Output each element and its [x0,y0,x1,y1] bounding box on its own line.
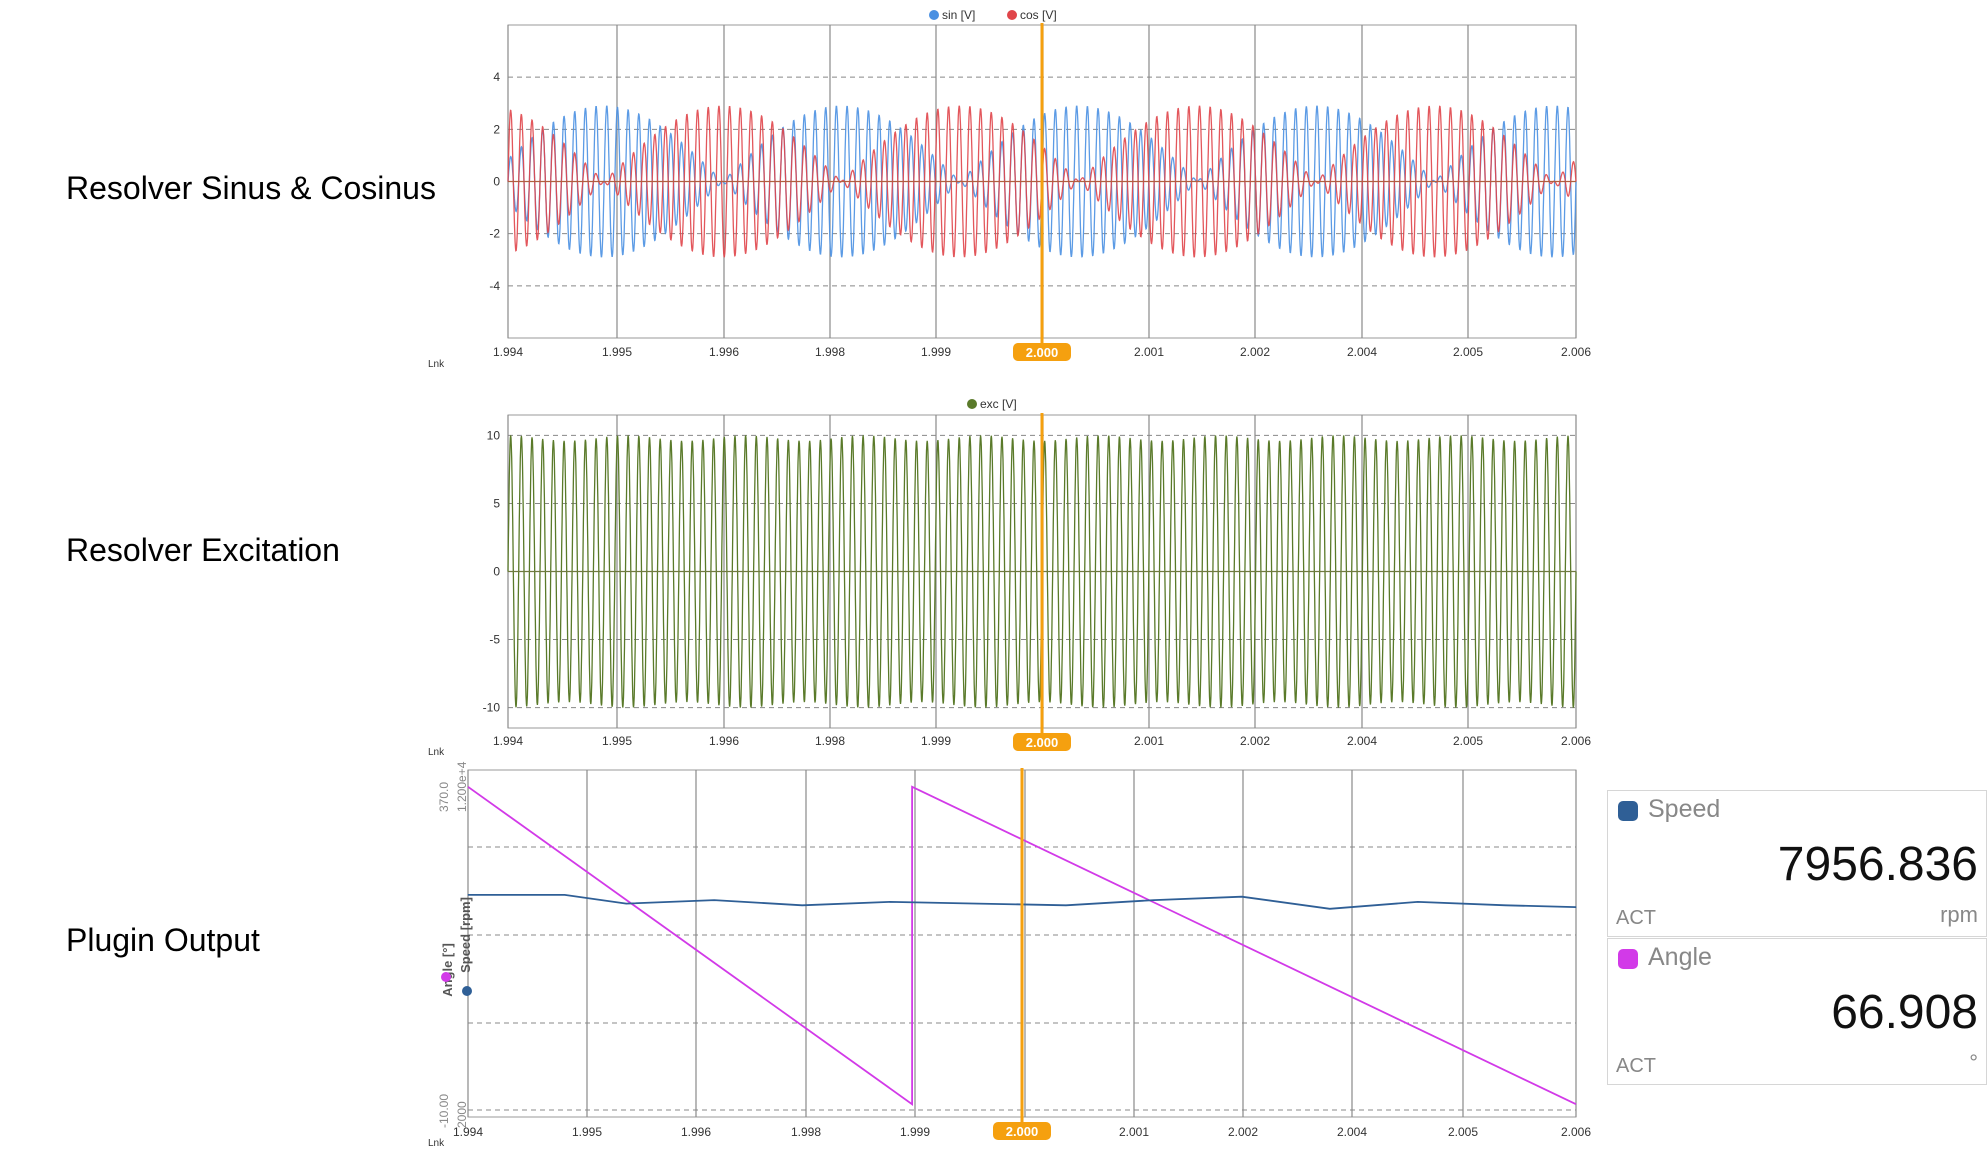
y-tick-label: 10 [487,428,501,442]
angle-axis-top: 370.0 [437,782,451,812]
cursor-badge [993,1122,1051,1140]
x-tick-label: 2.002 [1228,1125,1258,1139]
speed-dot-icon [1618,801,1638,821]
x-tick-label: 2.006 [1561,1125,1591,1139]
y-tick-label: 0 [493,565,500,579]
speed-point [625,903,627,905]
speed-point [467,894,469,896]
angle-card-unit: ° [1969,1050,1978,1075]
speed-axis-dot-icon [462,986,472,996]
y-tick-label: 0 [493,175,500,189]
x-tick-label: 1.998 [815,734,845,748]
cursor-badge [1013,733,1071,751]
x-tick-label: 1.996 [709,734,739,748]
x-tick-label: 2.001 [1119,1125,1149,1139]
speed-point [1417,901,1419,903]
speed-point [1241,896,1243,898]
legend-dot-cos [1007,10,1017,20]
legend-dot-exc [967,399,977,409]
x-tick-label: 1.996 [681,1125,711,1139]
angle-axis-bottom: -10.00 [437,1094,451,1128]
speed-point [713,899,715,901]
y-tick-label: -5 [489,633,500,647]
speed-point [1575,906,1577,908]
x-tick-label: 1.994 [493,734,523,748]
speed-axis-bottom: 2000 [455,1101,469,1128]
row-label-plugin-output: Plugin Output [66,922,260,958]
angle-dot-icon [1618,949,1638,969]
x-tick-label: 2.004 [1347,345,1377,359]
y-tick-label: 2 [493,122,500,136]
legend-dot-sin [929,10,939,20]
y-tick-label: -4 [489,279,500,293]
lnk-label: Lnk [428,747,445,758]
speed-point [1153,899,1155,901]
speed-point [889,901,891,903]
cursor-badge [1013,343,1071,361]
speed-point [1065,904,1067,906]
x-tick-label: 2.004 [1337,1125,1367,1139]
x-tick-label: 1.999 [921,734,951,748]
x-tick-label: 2.006 [1561,734,1591,748]
cursor-label: 2.000 [1006,1124,1039,1139]
speed-point [564,894,566,896]
x-tick-label: 1.999 [921,345,951,359]
x-tick-label: 1.995 [602,345,632,359]
x-tick-label: 2.001 [1134,734,1164,748]
x-tick-label: 1.994 [493,345,523,359]
row-label-excitation: Resolver Excitation [66,532,340,568]
row-label-sincos: Resolver Sinus & Cosinus [66,170,436,206]
x-tick-label: 2.001 [1134,345,1164,359]
x-tick-label: 2.005 [1453,734,1483,748]
x-tick-label: 1.995 [572,1125,602,1139]
legend-sin: sin [V] [942,8,975,22]
angle-card-name: Angle [1648,943,1712,971]
y-tick-label: 4 [493,70,500,84]
speed-point [977,903,979,905]
x-tick-label: 2.002 [1240,734,1270,748]
lnk-label: Lnk [428,359,445,370]
y-tick-label: 5 [493,496,500,510]
legend-cos: cos [V] [1020,8,1057,22]
speed-point [1329,908,1331,910]
speed-card-name: Speed [1648,795,1721,823]
speed-card[interactable]: Speed 7956.836 ACT rpm [1607,790,1987,937]
angle-axis-dot-icon [441,972,451,982]
lnk-label: Lnk [428,1138,445,1149]
speed-point [1505,904,1507,906]
speed-card-act: ACT [1616,907,1656,929]
x-tick-label: 1.996 [709,345,739,359]
y-tick-label: -10 [483,701,501,715]
y-tick-label: -2 [489,227,500,241]
x-tick-label: 1.995 [602,734,632,748]
speed-point [801,904,803,906]
angle-axis-title: Angle [°] [440,943,455,997]
x-tick-label: 2.005 [1453,345,1483,359]
x-tick-label: 2.004 [1347,734,1377,748]
speed-card-value: 7956.836 [1777,838,1978,891]
x-tick-label: 1.998 [791,1125,821,1139]
legend-exc: exc [V] [980,397,1017,411]
speed-axis-top: 1.200e+4 [455,761,469,812]
x-tick-label: 1.999 [900,1125,930,1139]
speed-card-unit: rpm [1940,902,1978,927]
x-tick-label: 1.998 [815,345,845,359]
x-tick-label: 2.005 [1448,1125,1478,1139]
series-angle [467,785,1577,1106]
speed-axis-title: Speed [rpm] [458,897,473,973]
cursor-label: 2.000 [1026,345,1059,360]
x-tick-label: 2.006 [1561,345,1591,359]
angle-card[interactable]: Angle 66.908 ACT ° [1607,938,1987,1085]
x-tick-label: 2.002 [1240,345,1270,359]
angle-card-act: ACT [1616,1055,1656,1077]
cursor-label: 2.000 [1026,735,1059,750]
angle-card-value: 66.908 [1831,986,1978,1039]
x-tick-label: 1.994 [453,1125,483,1139]
